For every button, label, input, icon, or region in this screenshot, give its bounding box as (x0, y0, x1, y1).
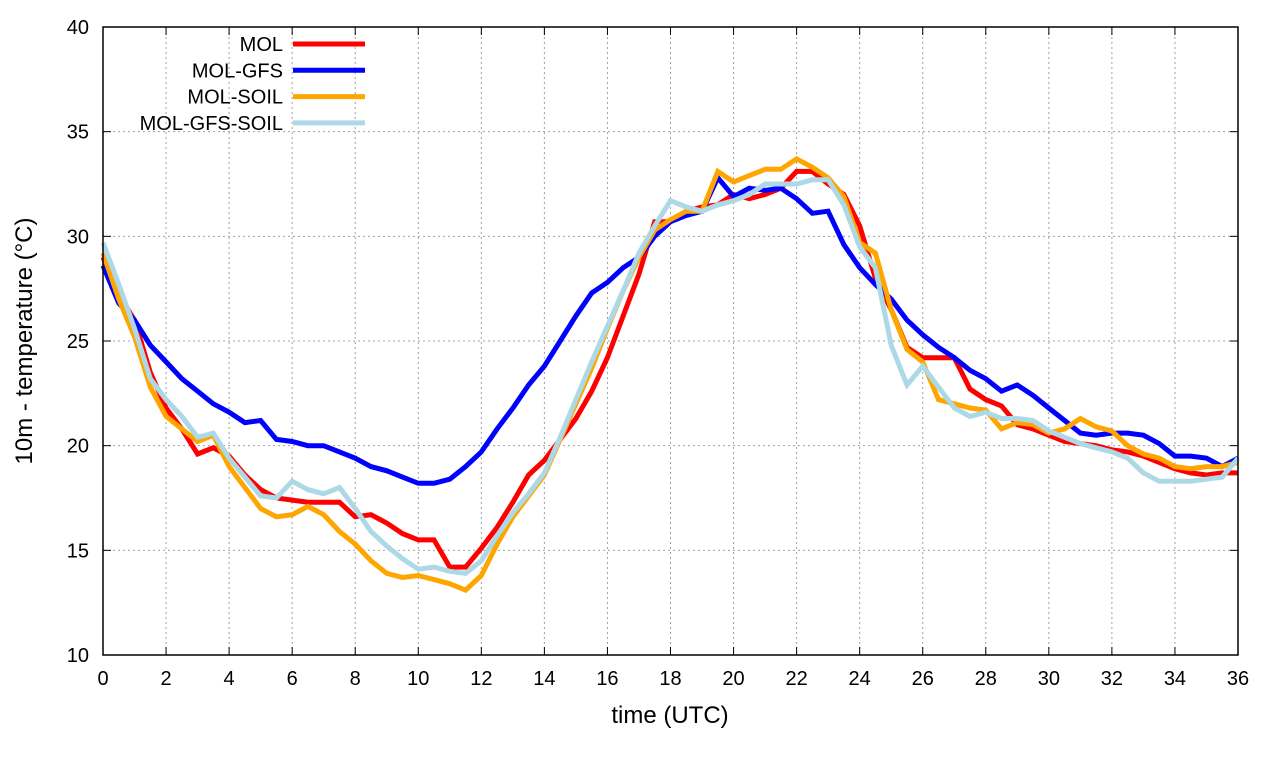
legend-label: MOL-GFS-SOIL (140, 113, 283, 135)
x-tick-label: 10 (407, 668, 429, 690)
y-axis-label: 10m - temperature (°C) (11, 218, 38, 465)
series-line-mol-gfs-soil (100, 177, 1240, 577)
y-tick-label: 20 (67, 436, 89, 458)
x-tick-label: 36 (1227, 668, 1249, 690)
legend-label: MOL-GFS (192, 60, 283, 82)
x-tick-label: 28 (975, 668, 997, 690)
x-tick-label: 16 (596, 668, 618, 690)
legend-label: MOL-SOIL (187, 87, 283, 109)
y-tick-label: 10 (67, 645, 89, 667)
x-tick-label: 14 (533, 668, 555, 690)
legend: MOL MOL-GFS MOL-SOIL MOL-GFS-SOIL (140, 34, 365, 135)
x-tick-label: 32 (1101, 668, 1123, 690)
y-tick-label: 35 (67, 122, 89, 144)
x-tick-label: 2 (160, 668, 171, 690)
x-tick-label: 34 (1164, 668, 1186, 690)
x-tick-label: 22 (785, 668, 807, 690)
x-tick-label: 4 (224, 668, 235, 690)
y-tick-label: 15 (67, 540, 89, 562)
x-tick-label: 20 (722, 668, 744, 690)
x-tick-label: 12 (470, 668, 492, 690)
x-tick-label: 6 (287, 668, 298, 690)
y-tick-label: 25 (67, 331, 89, 353)
y-tick-label: 40 (67, 17, 89, 39)
x-tick-label: 30 (1038, 668, 1060, 690)
series-lines (100, 155, 1240, 594)
x-tick-label: 24 (849, 668, 871, 690)
x-tick-label: 26 (912, 668, 934, 690)
axis-ticks: 0 2 4 6 8 10 12 14 16 18 20 22 24 26 28 30 32 34 361015202… (67, 17, 1249, 690)
y-tick-label: 30 (67, 226, 89, 248)
x-tick-label: 0 (97, 668, 108, 690)
x-tick-label: 18 (659, 668, 681, 690)
legend-label: MOL (240, 34, 283, 56)
x-tick-label: 8 (350, 668, 361, 690)
grid-lines (103, 27, 1238, 655)
x-axis-label: time (UTC) (611, 702, 728, 729)
